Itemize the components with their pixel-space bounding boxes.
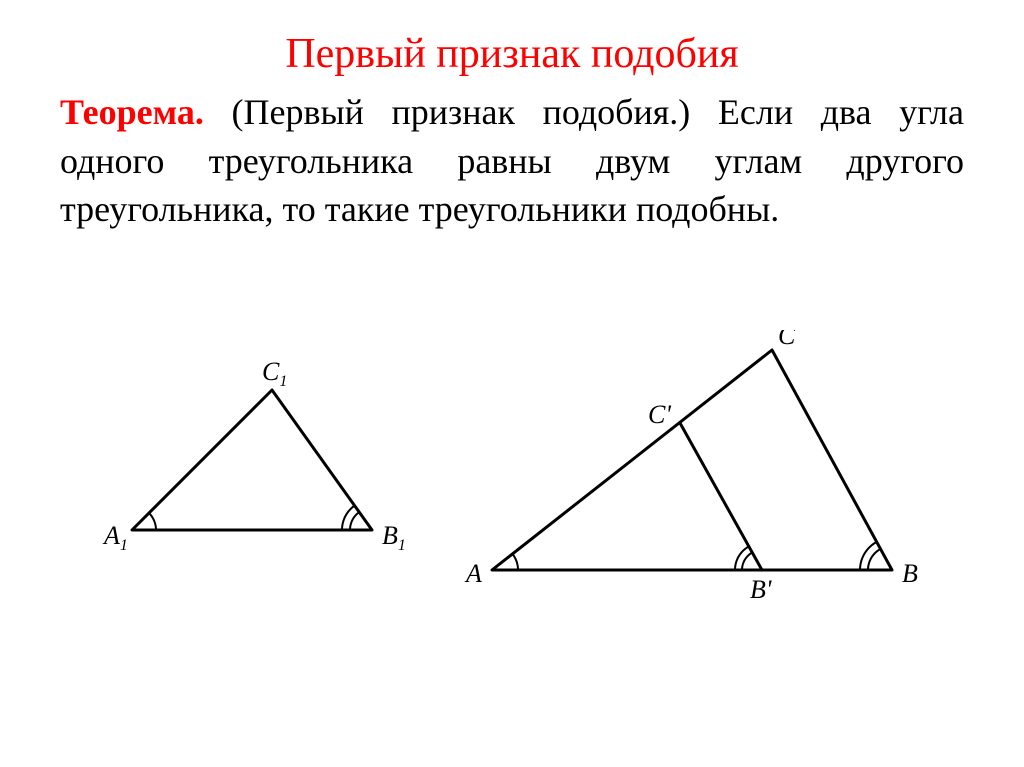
svg-text:B1: B1 (382, 521, 406, 554)
svg-text:B': B' (750, 575, 772, 604)
geometry-figure: A1 B1 C1 A B C C' B' (0, 330, 1024, 635)
triangles-diagram: A1 B1 C1 A B C C' B' (72, 330, 952, 630)
svg-text:C1: C1 (262, 357, 287, 390)
svg-text:C': C' (648, 400, 671, 429)
slide-title: Первый признак подобия (60, 30, 964, 78)
svg-text:A1: A1 (102, 521, 128, 554)
svg-text:C: C (778, 330, 796, 350)
slide: Первый признак подобия Теорема. (Первый … (0, 0, 1024, 767)
theorem-label: Теорема. (60, 92, 204, 132)
svg-text:B: B (902, 559, 918, 588)
svg-text:A: A (464, 559, 482, 588)
theorem-paragraph: Теорема. (Первый признак подобия.) Если … (60, 88, 964, 234)
